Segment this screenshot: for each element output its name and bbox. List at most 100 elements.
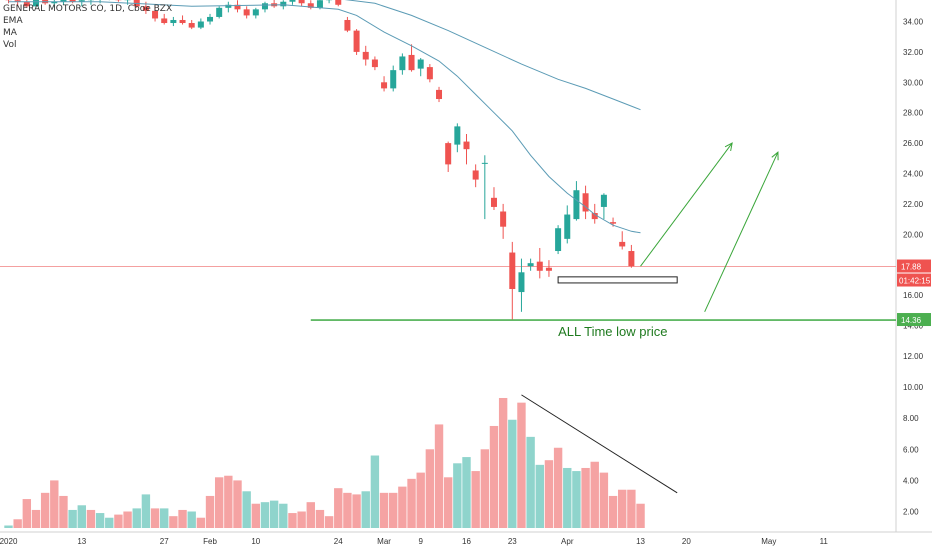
volume-bar <box>214 477 224 528</box>
volume-bar <box>590 461 599 528</box>
candle-body <box>243 9 250 16</box>
time-tick-label: 16 <box>462 537 471 546</box>
countdown-value: 01:42:15 <box>899 277 931 286</box>
symbol-title[interactable]: GENERAL MOTORS CO, 1D, Cboe BZX <box>3 4 173 14</box>
volume-bar <box>205 495 215 528</box>
volume-bar <box>581 467 590 528</box>
volume-bar <box>462 457 471 528</box>
price-tick-label: 26.00 <box>903 139 924 148</box>
candle-body <box>436 89 443 100</box>
volume-bar <box>608 495 618 528</box>
time-tick-label: 2020 <box>0 537 18 546</box>
volume-bar <box>553 447 563 528</box>
candle-body <box>170 19 177 24</box>
ma-label[interactable]: MA <box>3 28 17 38</box>
volume-bar <box>123 511 132 528</box>
candle-body <box>591 213 598 220</box>
time-axis[interactable]: 2020 13 27 Feb 10 24 Mar 9 16 23 Apr 13 20 May 11 <box>0 537 828 546</box>
volume-bar <box>526 436 535 528</box>
time-tick-label: 11 <box>820 537 829 546</box>
candle-body <box>216 7 223 17</box>
candle-body <box>161 18 168 24</box>
volume-bar <box>517 402 526 528</box>
candle-body <box>481 162 488 164</box>
volume-bar <box>242 491 251 528</box>
volume-bar <box>370 455 380 528</box>
ema-line <box>8 1 641 234</box>
arrow-head <box>724 142 733 152</box>
candle-body <box>527 263 534 267</box>
time-tick-label: 23 <box>508 537 517 546</box>
candle-body <box>445 143 452 165</box>
candle-body <box>188 23 195 28</box>
time-tick-label: 13 <box>636 537 645 546</box>
candle-body <box>32 0 39 7</box>
candle-body <box>69 0 76 2</box>
price-tick-label: 30.00 <box>903 78 924 87</box>
candle-body <box>14 0 21 2</box>
arrow-head <box>771 151 779 161</box>
volume-bar <box>86 509 96 528</box>
volume-bar <box>297 511 306 528</box>
volume-bar <box>132 508 141 528</box>
ema-label[interactable]: EMA <box>3 16 23 26</box>
volume-bar <box>68 509 77 528</box>
volume-bar <box>508 419 517 528</box>
volume-bar <box>105 517 114 528</box>
candle-body <box>390 70 397 89</box>
all-time-low-badge <box>897 313 931 327</box>
all-time-low-value: 14.36 <box>901 316 922 325</box>
price-tick-label: 20.00 <box>903 230 924 239</box>
volume-bar <box>114 514 123 528</box>
volume-bar <box>443 477 453 528</box>
volume-label[interactable]: Vol <box>3 40 17 50</box>
candle-body <box>280 1 287 7</box>
all-time-low-line: ALL Time low price <box>310 319 896 339</box>
volume-bar <box>361 491 370 528</box>
price-badges: 17.88 01:42:15 14.36 <box>897 259 931 327</box>
candle-body <box>353 30 360 52</box>
volume-tick-label: 4.00 <box>903 476 919 485</box>
annotation-text: ALL Time low price <box>558 324 667 339</box>
candle-body <box>518 272 525 293</box>
candle-body <box>152 10 159 19</box>
projection-arrow <box>640 142 733 267</box>
candle-body <box>207 16 214 22</box>
volume-bar <box>425 449 435 528</box>
candle-body <box>500 211 507 227</box>
time-tick-label: Apr <box>561 537 574 546</box>
volume-bar <box>544 460 554 528</box>
volume-tick-label: 8.00 <box>903 414 919 423</box>
price-axis[interactable]: 34.00 32.00 30.00 28.00 26.00 24.00 22.00 20.00… <box>903 18 924 517</box>
candle-body <box>472 170 479 180</box>
candle-body <box>463 141 470 150</box>
volume-bar <box>343 492 352 528</box>
candle-body <box>417 59 424 69</box>
volume-bar <box>160 508 169 528</box>
volume-bar <box>196 517 206 528</box>
candle-body <box>600 194 607 207</box>
volume-bar <box>416 472 425 528</box>
volume-bar <box>398 486 407 528</box>
candle-body <box>234 4 241 10</box>
candle-body <box>307 3 314 8</box>
time-tick-label: 27 <box>160 537 169 546</box>
volume-bar <box>618 489 627 528</box>
candle-body <box>381 82 388 89</box>
volume-tick-label: 6.00 <box>903 445 919 454</box>
volume-bar <box>563 467 572 528</box>
volume-bar <box>59 495 68 528</box>
candle-body <box>545 267 552 271</box>
volume-bar <box>251 503 261 528</box>
candle-body <box>197 21 204 28</box>
volume-bar <box>379 492 389 528</box>
volume-bar <box>480 449 490 528</box>
candle-body <box>60 0 67 2</box>
volume-bar <box>489 425 499 528</box>
time-tick-label: May <box>761 537 776 546</box>
volume-bar <box>178 509 187 528</box>
volume-tick-label: 2.00 <box>903 508 919 517</box>
time-tick-label: 13 <box>77 537 86 546</box>
price-tick-label: 32.00 <box>903 48 924 57</box>
